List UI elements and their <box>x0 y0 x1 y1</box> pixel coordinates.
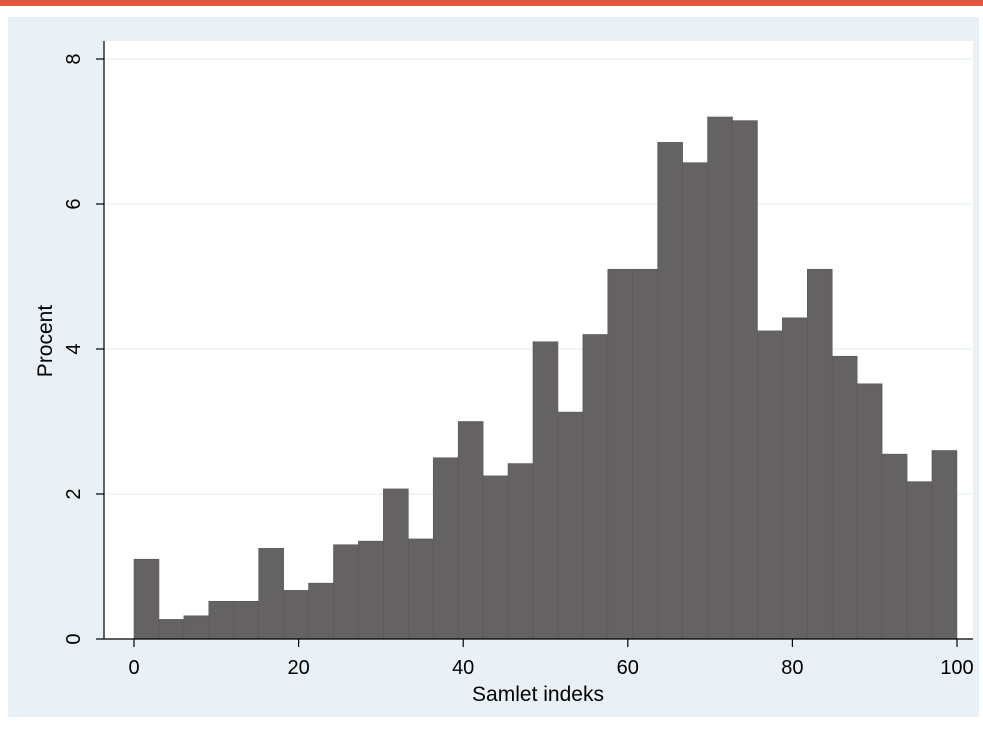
histogram-bar <box>557 411 584 640</box>
x-tick-label: 100 <box>940 657 973 679</box>
y-axis-title: Procent <box>34 305 57 378</box>
histogram-bar <box>806 268 833 640</box>
histogram-bar <box>308 582 334 640</box>
histogram-bar <box>931 450 958 640</box>
x-tick-label: 40 <box>452 657 474 679</box>
bars <box>133 116 958 640</box>
histogram-bar <box>283 590 309 640</box>
y-tick-label: 0 <box>63 633 85 644</box>
chart-frame: 0 2 4 6 8 0 20 40 60 80 100 Samlet indeks Procent <box>8 17 979 717</box>
histogram-bar <box>183 615 210 640</box>
y-tick-label: 4 <box>63 343 85 354</box>
histogram-bar <box>133 558 160 640</box>
histogram-bar <box>233 600 259 640</box>
histogram-bar <box>158 619 185 640</box>
histogram-bar <box>682 162 708 640</box>
histogram-bar <box>532 341 559 640</box>
histogram-bar <box>657 142 683 640</box>
histogram-bar <box>632 268 658 640</box>
histogram-bar <box>482 475 509 640</box>
histogram-bar <box>358 540 384 640</box>
x-axis-title: Samlet indeks <box>472 683 604 706</box>
histogram-bar <box>383 488 409 640</box>
histogram-bar <box>707 116 733 640</box>
histogram-bar <box>208 600 235 640</box>
x-tick-label: 0 <box>128 657 139 679</box>
x-tick-label: 80 <box>781 657 803 679</box>
histogram-bar <box>831 355 858 640</box>
histogram-bar <box>607 268 634 640</box>
y-tick-label: 8 <box>63 53 85 64</box>
histogram-bar <box>582 334 609 640</box>
histogram-bar <box>507 463 534 640</box>
histogram-bar <box>258 548 284 640</box>
histogram-bar <box>856 383 883 640</box>
histogram-bar <box>782 317 808 640</box>
x-tick-label: 20 <box>287 657 309 679</box>
y-tick-label: 6 <box>63 198 85 209</box>
histogram-bar <box>457 421 484 640</box>
histogram-bar <box>333 544 359 640</box>
histogram-bar <box>757 330 783 640</box>
histogram-bar <box>408 538 434 640</box>
y-tick-label: 2 <box>63 488 85 499</box>
histogram-bar <box>732 120 758 640</box>
histogram-bar <box>432 457 459 640</box>
histogram-bar <box>881 453 908 640</box>
top-accent-rule <box>0 0 983 6</box>
x-tick-label: 60 <box>617 657 639 679</box>
histogram-bar <box>906 481 933 640</box>
